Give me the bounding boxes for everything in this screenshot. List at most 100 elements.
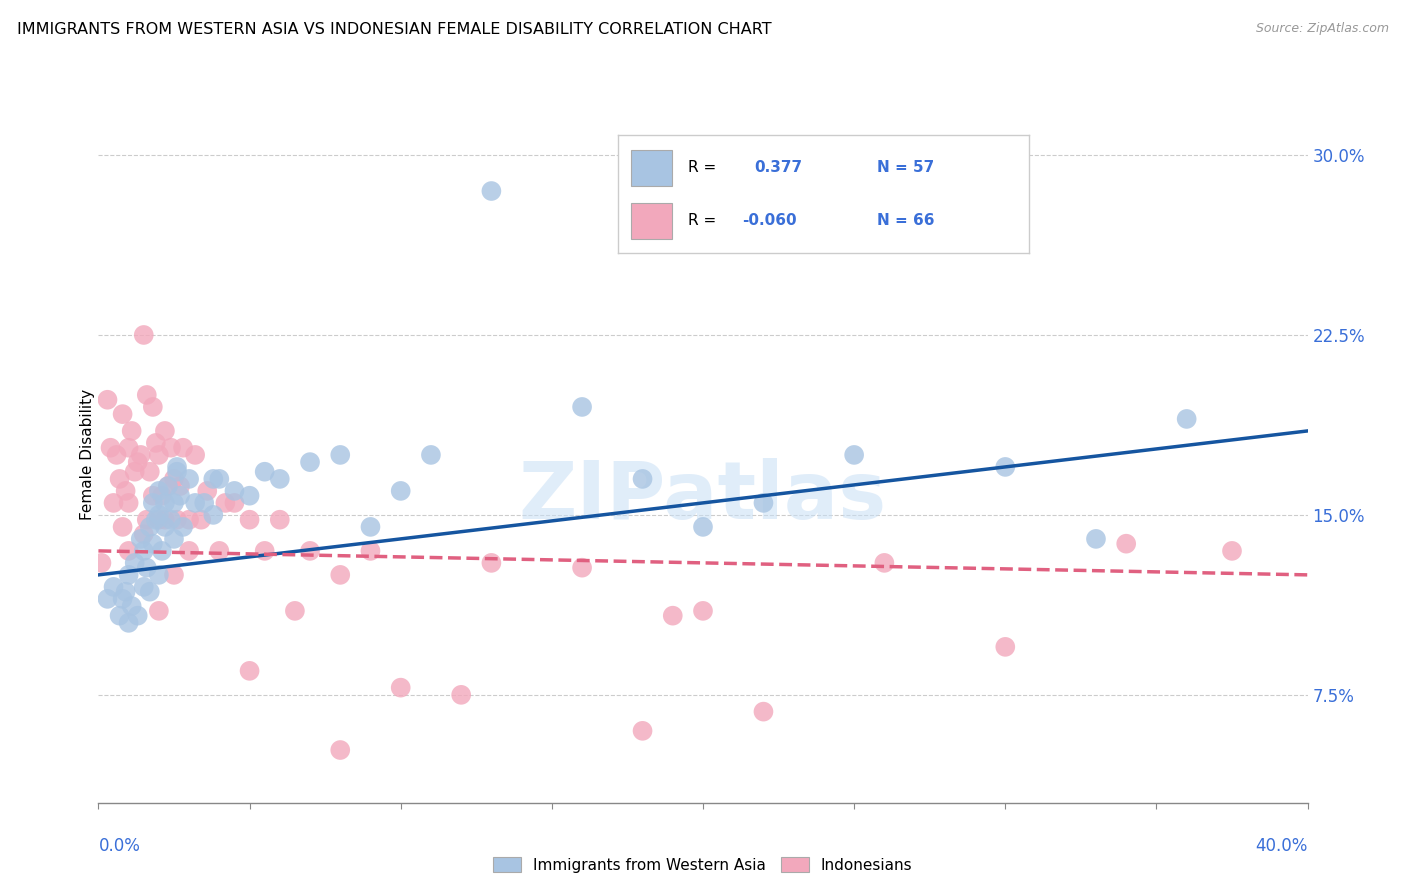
Text: 40.0%: 40.0%: [1256, 837, 1308, 855]
Point: [239, 513, 262, 527]
Point: [108, 608, 131, 623]
Point: [1175, 412, 1198, 426]
Point: [100, 441, 122, 455]
Point: [103, 580, 125, 594]
Point: [269, 513, 291, 527]
Point: [148, 604, 170, 618]
Point: [145, 513, 167, 527]
Point: [1085, 532, 1108, 546]
Point: [105, 448, 128, 462]
Point: [148, 483, 170, 498]
Point: [132, 527, 155, 541]
Point: [142, 489, 165, 503]
Point: [184, 496, 207, 510]
Point: [111, 520, 134, 534]
Y-axis label: Female Disability: Female Disability: [80, 389, 94, 521]
Point: [103, 496, 125, 510]
Point: [153, 496, 176, 510]
Point: [142, 400, 165, 414]
Text: IMMIGRANTS FROM WESTERN ASIA VS INDONESIAN FEMALE DISABILITY CORRELATION CHART: IMMIGRANTS FROM WESTERN ASIA VS INDONESI…: [17, 22, 772, 37]
Point: [208, 544, 231, 558]
Point: [214, 496, 236, 510]
Point: [253, 465, 276, 479]
Point: [202, 472, 225, 486]
Point: [139, 520, 162, 534]
Point: [148, 448, 170, 462]
Point: [160, 441, 183, 455]
Point: [118, 567, 141, 582]
Point: [139, 584, 162, 599]
Point: [139, 465, 162, 479]
Point: [389, 681, 412, 695]
Point: [169, 479, 191, 493]
Point: [166, 513, 188, 527]
Point: [284, 604, 307, 618]
Point: [450, 688, 472, 702]
Point: [160, 513, 183, 527]
Point: [1220, 544, 1243, 558]
Point: [148, 513, 170, 527]
Point: [571, 400, 593, 414]
Point: [481, 556, 503, 570]
Point: [420, 448, 443, 462]
Point: [179, 472, 201, 486]
Point: [239, 489, 262, 503]
Point: [208, 472, 231, 486]
Point: [150, 489, 173, 503]
Point: [142, 496, 165, 510]
Point: [114, 483, 136, 498]
Point: [114, 584, 136, 599]
Point: [190, 513, 212, 527]
Point: [844, 448, 866, 462]
Point: [873, 556, 896, 570]
Point: [299, 544, 322, 558]
Point: [124, 556, 146, 570]
Point: [132, 544, 155, 558]
Point: [129, 532, 152, 546]
Point: [108, 472, 131, 486]
Point: [253, 544, 276, 558]
Point: [124, 465, 146, 479]
Legend: Immigrants from Western Asia, Indonesians: Immigrants from Western Asia, Indonesian…: [488, 850, 918, 879]
Point: [179, 513, 201, 527]
Point: [195, 483, 218, 498]
Point: [129, 448, 152, 462]
Point: [135, 388, 157, 402]
Text: 0.0%: 0.0%: [98, 837, 141, 855]
Point: [156, 479, 179, 493]
Point: [96, 591, 118, 606]
Point: [111, 591, 134, 606]
Point: [127, 455, 149, 469]
Point: [132, 580, 155, 594]
Point: [142, 537, 165, 551]
Point: [150, 544, 173, 558]
Point: [163, 472, 186, 486]
Point: [118, 496, 141, 510]
Point: [329, 743, 352, 757]
Point: [148, 508, 170, 522]
Point: [269, 472, 291, 486]
Point: [96, 392, 118, 407]
Point: [299, 455, 322, 469]
Point: [90, 556, 112, 570]
Point: [752, 705, 775, 719]
Point: [111, 407, 134, 421]
Point: [153, 520, 176, 534]
Point: [692, 604, 714, 618]
Point: [662, 608, 685, 623]
Point: [994, 640, 1017, 654]
Point: [360, 520, 382, 534]
Point: [135, 560, 157, 574]
Point: [184, 448, 207, 462]
Point: [153, 424, 176, 438]
Point: [360, 544, 382, 558]
Point: [163, 567, 186, 582]
Point: [153, 513, 176, 527]
Point: [202, 508, 225, 522]
Point: [224, 496, 246, 510]
Point: [224, 483, 246, 498]
Point: [692, 520, 714, 534]
Point: [631, 472, 654, 486]
Point: [193, 496, 215, 510]
Point: [329, 448, 352, 462]
